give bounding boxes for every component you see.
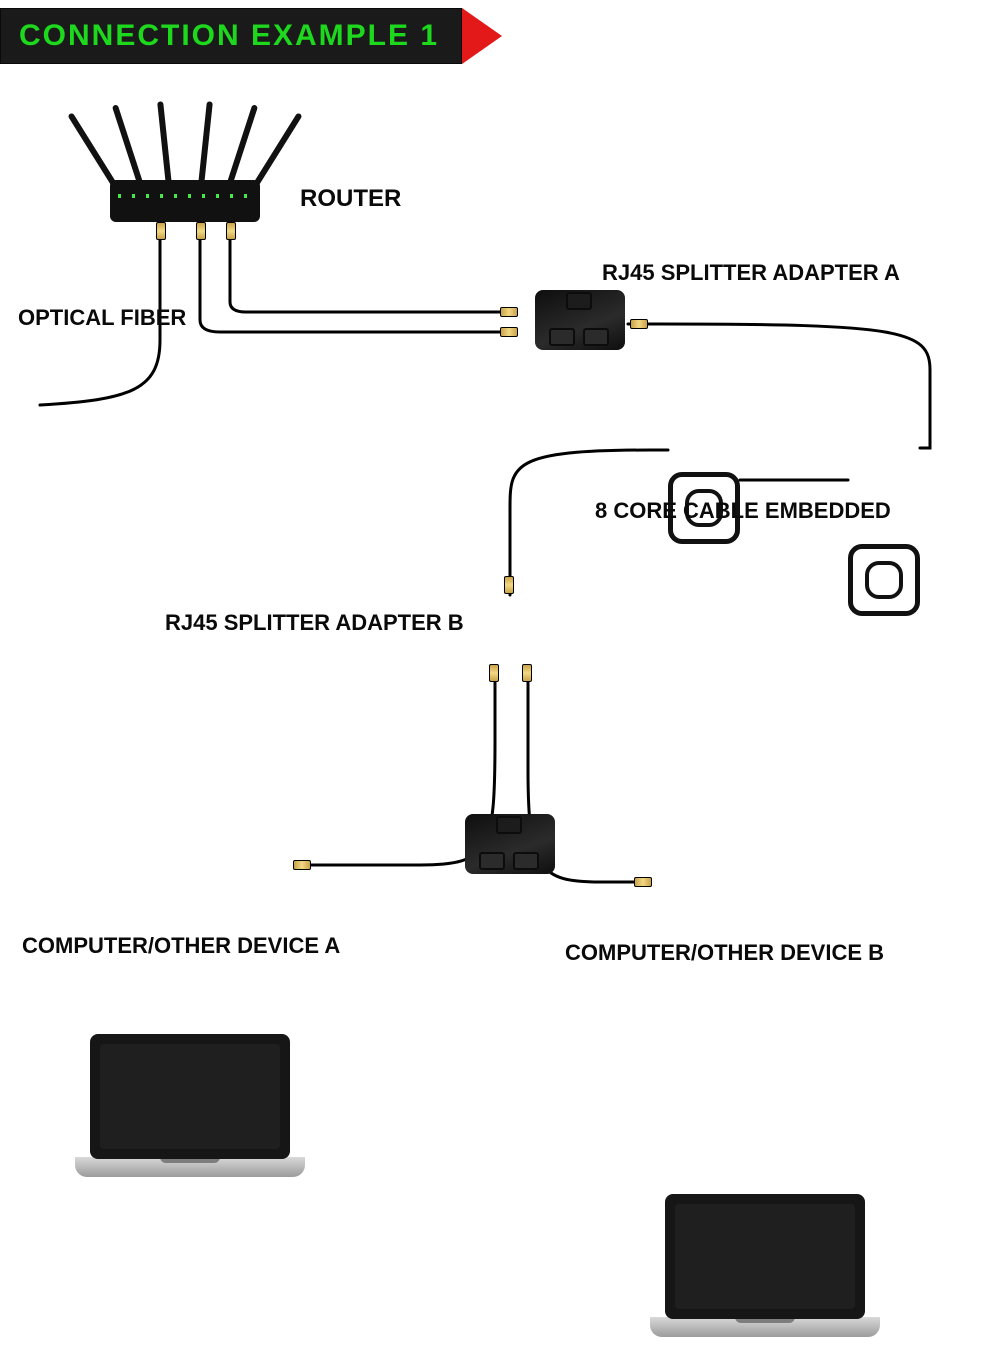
title-text: CONNECTION EXAMPLE 1 [0, 8, 462, 64]
splitter-b-label: RJ45 SPLITTER ADAPTER B [165, 610, 464, 636]
splitter-a-label: RJ45 SPLITTER ADAPTER A [602, 260, 900, 286]
core-cable-label: 8 CORE CABLE EMBEDDED [595, 498, 891, 524]
rj45-tip-icon [522, 664, 532, 682]
diagram-stage: ROUTER OPTICAL FIBER RJ45 SPLITTER ADAPT… [0, 70, 1000, 1000]
wall-jack-right-icon [848, 544, 920, 616]
splitter-a-icon [535, 290, 625, 350]
router-to-splitter2 [230, 230, 510, 312]
laptop-a-icon [75, 1034, 305, 1194]
optical-fiber-label: OPTICAL FIBER [18, 305, 186, 331]
splitter-b-icon [465, 814, 555, 874]
rj45-tip-icon [156, 222, 166, 240]
router-to-splitter1 [200, 230, 510, 332]
rj45-tip-icon [196, 222, 206, 240]
rj45-tip-icon [500, 327, 518, 337]
banner-arrow-icon [462, 8, 502, 64]
rj45-tip-icon [634, 877, 652, 887]
rj45-tip-icon [504, 576, 514, 594]
rj45-tip-icon [630, 319, 648, 329]
title-banner: CONNECTION EXAMPLE 1 [0, 8, 502, 64]
device-a-label: COMPUTER/OTHER DEVICE A [22, 933, 340, 959]
laptop-b-icon [650, 1194, 880, 1354]
rj45-tip-icon [489, 664, 499, 682]
router-icon [110, 180, 260, 222]
rj45-tip-icon [293, 860, 311, 870]
rj45-tip-icon [500, 307, 518, 317]
router-label: ROUTER [300, 185, 401, 213]
device-b-label: COMPUTER/OTHER DEVICE B [565, 940, 884, 966]
splitterA-to-jackR [628, 324, 930, 448]
rj45-tip-icon [226, 222, 236, 240]
